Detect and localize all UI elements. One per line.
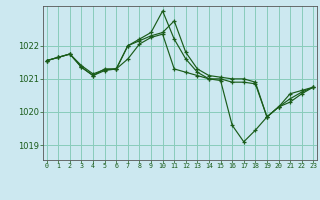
Text: Graphe pression niveau de la mer (hPa): Graphe pression niveau de la mer (hPa) [58, 185, 262, 194]
